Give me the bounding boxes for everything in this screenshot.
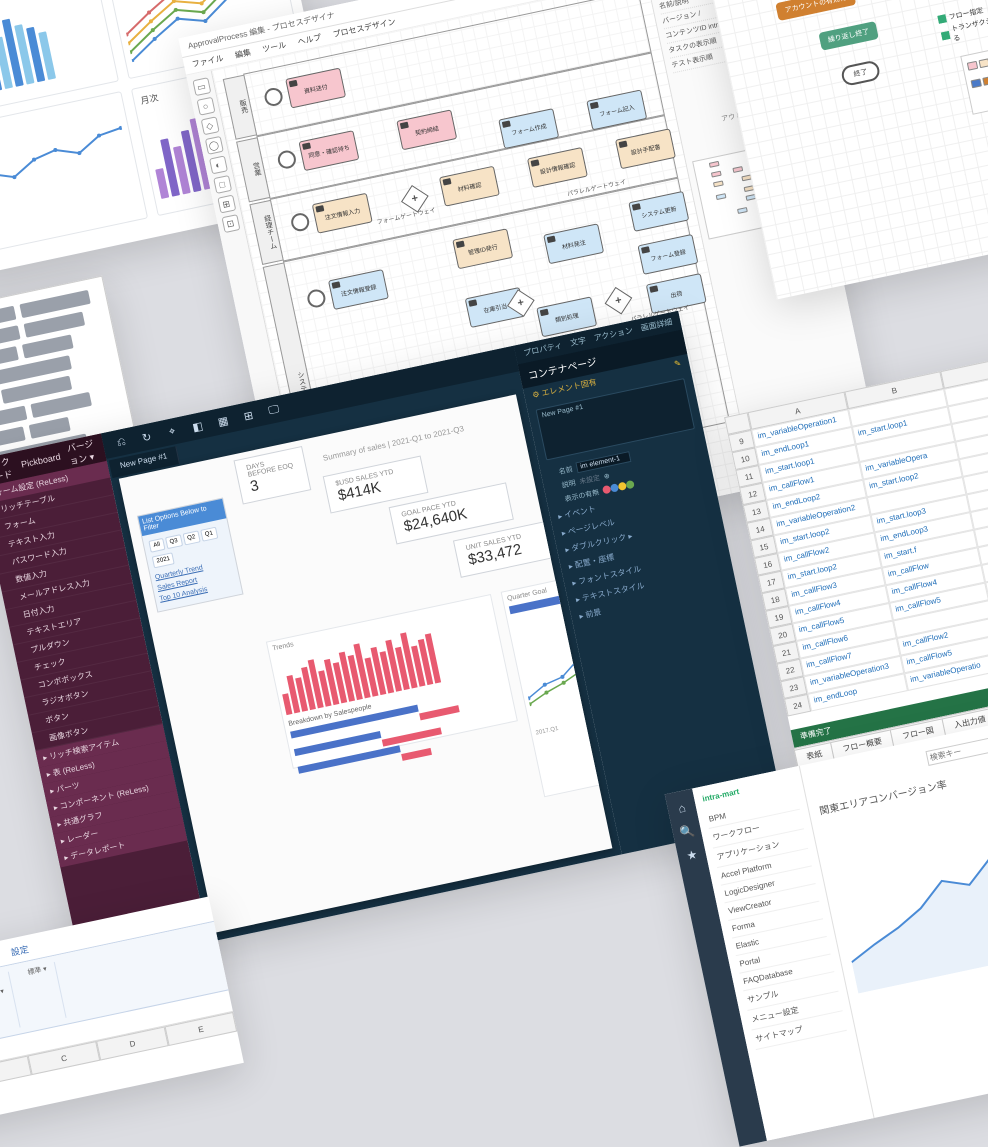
- flow-node[interactable]: 繰り返し終了: [818, 21, 878, 51]
- chart-card-3: ア推移: [0, 91, 148, 255]
- spreadsheet-window: ABC 9im_variableOperation110im_endLoop1i…: [724, 351, 988, 770]
- color-palette[interactable]: [960, 39, 988, 114]
- filter-chip[interactable]: Q3: [165, 534, 183, 549]
- search-input[interactable]: [925, 737, 988, 766]
- menu-item[interactable]: ツール: [261, 39, 287, 55]
- filter-chip[interactable]: All: [148, 538, 165, 553]
- menu-item[interactable]: 編集: [234, 47, 252, 61]
- filter-chip[interactable]: Q1: [200, 527, 218, 542]
- filter-chip[interactable]: Q2: [182, 530, 200, 545]
- palette-tool[interactable]: ◐: [209, 156, 228, 175]
- spreadsheet-ribbon-panel: スデータ表示設定 貼り付けクリップ折り返し結合して中央揃え ▾配置標準 ▾ C3…: [0, 896, 244, 1135]
- inspector-tab[interactable]: 文字: [569, 335, 587, 349]
- toolbar-button[interactable]: ▦: [214, 411, 233, 430]
- menu-item[interactable]: ヘルプ: [297, 32, 323, 48]
- palette-tool[interactable]: □: [213, 175, 232, 194]
- rail-icon[interactable]: ⌂: [677, 801, 687, 816]
- toolbar-button[interactable]: ↻: [137, 428, 156, 447]
- top-tab[interactable]: Pickboard: [20, 452, 61, 470]
- toolbar-button[interactable]: ◧: [188, 417, 207, 436]
- filter-card[interactable]: List Options Below to Filter AllQ3Q2Q120…: [137, 498, 244, 613]
- expand-icon[interactable]: ⊕: [603, 472, 610, 481]
- palette-tool[interactable]: ◯: [204, 136, 223, 155]
- toolbar-button[interactable]: ⊞: [239, 406, 258, 425]
- dashboard-subtitle: Summary of sales | 2021-Q1 to 2021-Q3: [322, 424, 465, 463]
- bar-chart: [0, 0, 109, 101]
- column-header[interactable]: B: [0, 1056, 32, 1090]
- filter-chip[interactable]: 2021: [152, 552, 175, 568]
- palette-tool[interactable]: ▭: [192, 77, 211, 96]
- ribbon-command[interactable]: 結合して中央揃え ▾: [0, 986, 5, 1009]
- terminal-node[interactable]: 終了: [840, 59, 881, 86]
- edit-icon[interactable]: ✎: [673, 358, 681, 368]
- flow-node[interactable]: アカウントの有効化: [775, 0, 856, 21]
- desc-label: 説明: [561, 478, 577, 491]
- color-swatch[interactable]: [625, 480, 634, 489]
- design-canvas[interactable]: Summary of sales | 2021-Q1 to 2021-Q3 Li…: [119, 394, 613, 932]
- palette-tool[interactable]: ⊡: [221, 214, 240, 233]
- row-header[interactable]: 24: [784, 694, 811, 717]
- line-chart: [0, 116, 138, 238]
- toolbar-button[interactable]: ⎌: [112, 433, 131, 452]
- ribbon-command[interactable]: 標準 ▾: [27, 964, 48, 978]
- palette-tool[interactable]: ⊞: [217, 195, 236, 214]
- toolbar-button[interactable]: ⌖: [163, 422, 182, 441]
- rail-icon[interactable]: ★: [685, 847, 698, 863]
- conversion-line-chart: [823, 781, 988, 993]
- rail-icon[interactable]: 🔍: [678, 823, 696, 840]
- palette-tool[interactable]: ◇: [200, 116, 219, 135]
- flow-property-panel: WS 2017 バージョン管理 ユーザ切り替え終了 フロー指定トランザクションを…: [918, 0, 988, 48]
- palette-tool[interactable]: ○: [196, 97, 215, 116]
- trends-chart[interactable]: TrendsBreakdown by Salespeople: [266, 594, 518, 769]
- toolbar-button[interactable]: 🖵: [264, 401, 283, 420]
- name-label: 名前: [558, 464, 574, 477]
- metric-card[interactable]: DAYS BEFORE EOQ3: [233, 446, 311, 505]
